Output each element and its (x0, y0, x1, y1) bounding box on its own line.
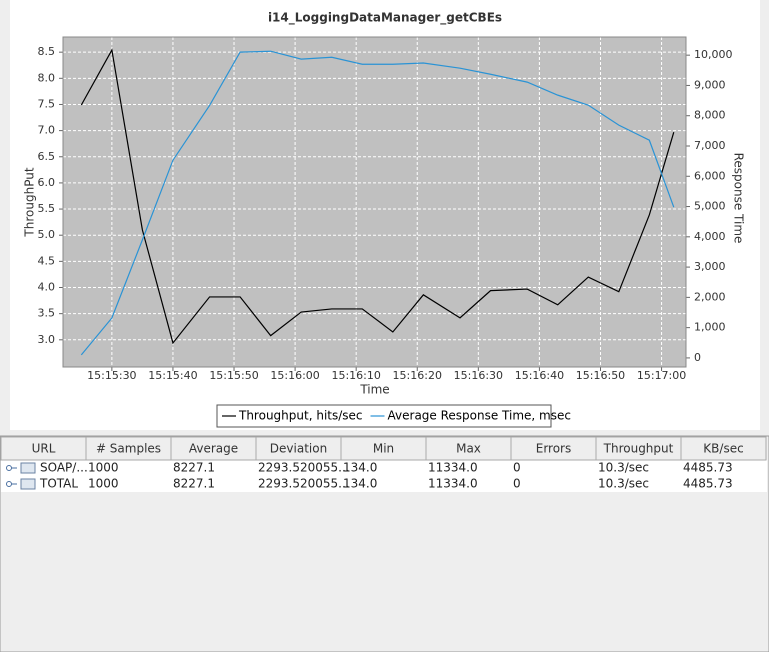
column-header-label: Throughput (603, 442, 674, 456)
x-tick-label: 15:16:30 (454, 369, 503, 382)
legend-label: Throughput, hits/sec (238, 409, 363, 423)
y2-tick-label: 1,000 (694, 321, 726, 334)
y-tick-label: 3.5 (38, 307, 56, 320)
y-tick-label: 3.0 (38, 333, 56, 346)
plot-border (62, 36, 687, 368)
y-tick-label: 8.0 (38, 71, 56, 84)
table-cell: 0 (513, 461, 521, 475)
row-folder-icon (20, 478, 36, 490)
table-cell: SOAP/... (40, 461, 88, 475)
x-tick-label: 15:16:10 (331, 369, 380, 382)
series-line (80, 48, 675, 345)
column-header-label: KB/sec (703, 442, 743, 456)
y-tick-label: 7.5 (38, 97, 56, 110)
column-header-label: Deviation (270, 442, 327, 456)
table-cell: 11334.0 (428, 461, 478, 475)
x-tick-label: 15:17:00 (637, 369, 686, 382)
table-cell: 11334.0 (428, 477, 478, 491)
table-cell: 1000 (88, 461, 119, 475)
y2-tick-label: 2,000 (694, 290, 726, 303)
y2-tick-label: 4,000 (694, 230, 726, 243)
table-cell: TOTAL (39, 477, 78, 491)
table-cell: 8227.1 (173, 477, 215, 491)
y-tick-label: 4.0 (38, 281, 56, 294)
column-header-label: # Samples (96, 442, 161, 456)
chart-title: i14_LoggingDataManager_getCBEs (268, 11, 502, 26)
y2-tick-label: 10,000 (694, 48, 733, 61)
table-cell: 2293.520055... (258, 477, 350, 491)
column-header-label: Errors (536, 442, 572, 456)
column-header-label: Average (189, 442, 238, 456)
table-cell: 2293.520055... (258, 461, 350, 475)
y2-tick-label: 7,000 (694, 139, 726, 152)
series-line (80, 50, 675, 356)
table-cell: 4485.73 (683, 461, 733, 475)
y-tick-label: 4.5 (38, 254, 56, 267)
y2-tick-label: 8,000 (694, 109, 726, 122)
table-cell: 134.0 (343, 461, 377, 475)
table-cell: 1000 (88, 477, 119, 491)
column-header-label: URL (32, 442, 56, 456)
y-axis-label: ThroughPut (23, 167, 37, 237)
column-header (680, 436, 767, 461)
x-tick-label: 15:16:50 (576, 369, 625, 382)
table-cell: 10.3/sec (598, 461, 649, 475)
x-tick-label: 15:15:50 (209, 369, 258, 382)
y-tick-label: 8.5 (38, 45, 56, 58)
table-cell: 4485.73 (683, 477, 733, 491)
table-cell: 10.3/sec (598, 477, 649, 491)
y-tick-label: 5.5 (38, 202, 56, 215)
row-folder-icon (20, 462, 36, 474)
x-axis-label: Time (359, 383, 389, 397)
y2-tick-label: 5,000 (694, 200, 726, 213)
y2-tick-label: 9,000 (694, 78, 726, 91)
table-cell: 0 (513, 477, 521, 491)
table-body (1, 460, 767, 492)
table-cell: 134.0 (343, 477, 377, 491)
column-header-label: Min (373, 442, 394, 456)
y-tick-label: 6.0 (38, 176, 56, 189)
x-tick-label: 15:15:30 (87, 369, 136, 382)
plot-area (63, 37, 686, 367)
y-tick-label: 5.0 (38, 228, 56, 241)
table-cell: 8227.1 (173, 461, 215, 475)
y2-tick-label: 0 (694, 351, 701, 364)
y-tick-label: 7.0 (38, 124, 56, 137)
x-tick-label: 15:15:40 (148, 369, 197, 382)
legend-label: Average Response Time, msec (388, 409, 571, 423)
x-tick-label: 15:16:00 (270, 369, 319, 382)
x-tick-label: 15:16:40 (515, 369, 564, 382)
y2-tick-label: 3,000 (694, 260, 726, 273)
y2-axis-label: Response Time (732, 153, 746, 244)
y-tick-label: 6.5 (38, 150, 56, 163)
column-header-label: Max (456, 442, 481, 456)
y2-tick-label: 6,000 (694, 169, 726, 182)
x-tick-label: 15:16:20 (393, 369, 442, 382)
